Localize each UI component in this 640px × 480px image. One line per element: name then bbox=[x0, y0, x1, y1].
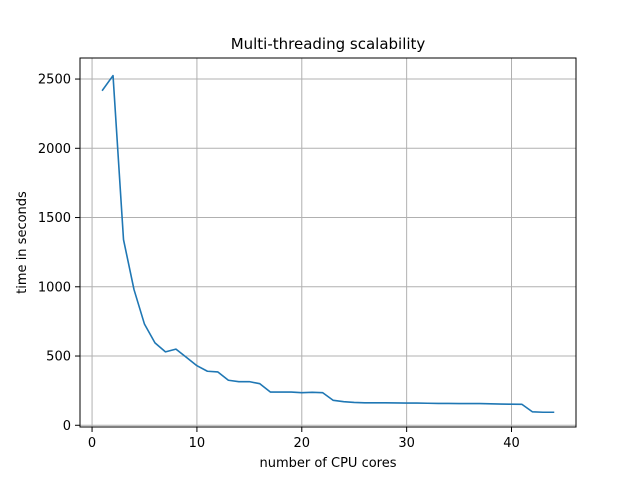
plot-frame bbox=[79, 57, 577, 428]
x-axis-ticks: 0 10 20 30 40 bbox=[88, 427, 520, 451]
x-tick-label: 20 bbox=[294, 436, 311, 451]
y-axis-label: time in seconds bbox=[15, 191, 30, 294]
y-tick-label: 2500 bbox=[38, 73, 71, 88]
x-tick-label: 10 bbox=[189, 436, 206, 451]
x-tick-label: 40 bbox=[503, 436, 520, 451]
y-tick-label: 0 bbox=[63, 419, 71, 434]
series-layer bbox=[101, 74, 555, 414]
x-tick-label: 30 bbox=[398, 436, 415, 451]
y-tick-label: 1500 bbox=[38, 211, 71, 226]
series-line bbox=[101, 74, 555, 414]
y-axis-ticks: 0 500 1000 1500 2000 2500 bbox=[38, 73, 80, 434]
y-tick-label: 500 bbox=[46, 350, 71, 365]
y-tick-label: 2000 bbox=[38, 142, 71, 157]
x-axis-label: number of CPU cores bbox=[259, 456, 396, 471]
x-tick-label: 0 bbox=[88, 436, 96, 451]
chart-title: Multi-threading scalability bbox=[231, 35, 426, 53]
y-tick-label: 1000 bbox=[38, 280, 71, 295]
gridlines bbox=[80, 58, 576, 427]
